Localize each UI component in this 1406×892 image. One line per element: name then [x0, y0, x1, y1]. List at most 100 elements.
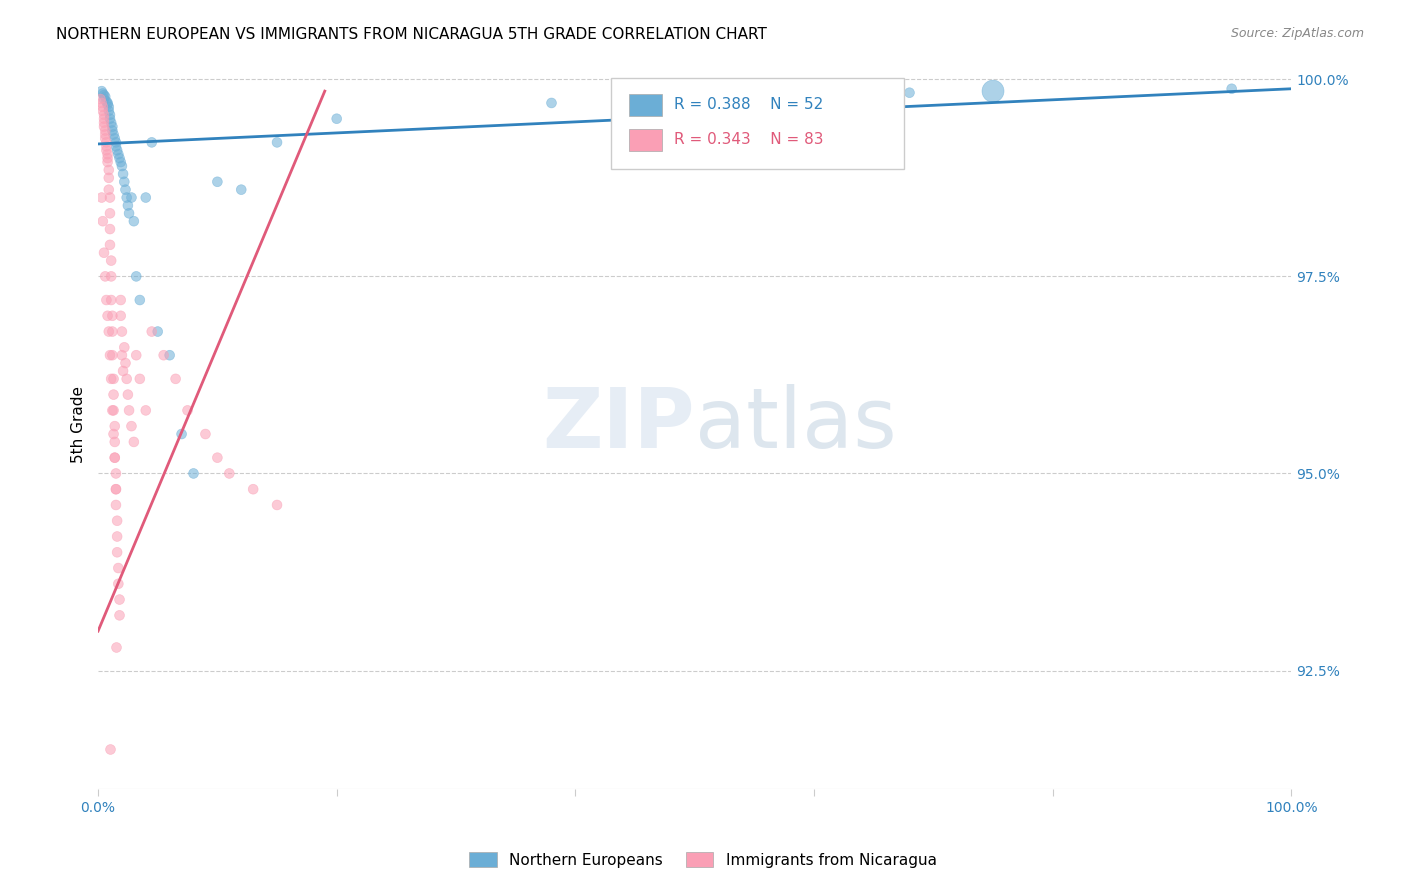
- Text: Source: ZipAtlas.com: Source: ZipAtlas.com: [1230, 27, 1364, 40]
- Point: [114, 183, 136, 197]
- Point: [135, 190, 157, 204]
- Point: [96, 136, 118, 150]
- Point: [104, 419, 127, 434]
- Point: [118, 403, 141, 417]
- Point: [97, 97, 120, 112]
- Legend: Northern Europeans, Immigrants from Nicaragua: Northern Europeans, Immigrants from Nica…: [461, 844, 945, 875]
- Point: [97, 103, 120, 118]
- Point: [94, 131, 117, 145]
- Point: [176, 403, 198, 417]
- Point: [98, 190, 121, 204]
- Point: [97, 183, 120, 197]
- Point: [104, 450, 127, 465]
- Point: [93, 88, 115, 103]
- Point: [101, 403, 124, 417]
- Text: R = 0.388    N = 52: R = 0.388 N = 52: [675, 97, 824, 112]
- Point: [112, 340, 135, 354]
- Point: [141, 136, 163, 150]
- Point: [100, 372, 122, 386]
- Point: [98, 206, 121, 220]
- Point: [827, 87, 849, 101]
- Point: [128, 372, 150, 386]
- Point: [98, 348, 121, 362]
- Point: [111, 159, 134, 173]
- Point: [98, 222, 121, 236]
- Point: [91, 214, 114, 228]
- Point: [93, 92, 115, 106]
- Point: [104, 131, 127, 145]
- Point: [94, 128, 117, 142]
- Point: [266, 498, 288, 512]
- Point: [122, 434, 145, 449]
- Point: [96, 143, 118, 157]
- Point: [94, 89, 117, 103]
- Point: [97, 325, 120, 339]
- Point: [97, 309, 120, 323]
- Point: [104, 467, 127, 481]
- Point: [135, 403, 157, 417]
- Point: [231, 183, 253, 197]
- Point: [683, 89, 706, 103]
- Point: [218, 467, 240, 481]
- Point: [97, 100, 120, 114]
- Point: [90, 84, 112, 98]
- Point: [125, 348, 148, 362]
- Point: [744, 88, 766, 103]
- Point: [100, 253, 122, 268]
- Point: [898, 86, 921, 100]
- Point: [96, 95, 118, 109]
- Point: [108, 151, 131, 165]
- Point: [120, 419, 142, 434]
- Point: [128, 293, 150, 307]
- Point: [97, 151, 120, 165]
- FancyBboxPatch shape: [628, 128, 662, 151]
- Point: [104, 450, 127, 465]
- Point: [107, 561, 129, 575]
- Point: [93, 112, 115, 126]
- Point: [540, 95, 562, 110]
- Point: [103, 403, 125, 417]
- Point: [110, 309, 132, 323]
- Text: NORTHERN EUROPEAN VS IMMIGRANTS FROM NICARAGUA 5TH GRADE CORRELATION CHART: NORTHERN EUROPEAN VS IMMIGRANTS FROM NIC…: [56, 27, 768, 42]
- Point: [104, 136, 127, 150]
- Point: [93, 116, 115, 130]
- Y-axis label: 5th Grade: 5th Grade: [72, 385, 86, 463]
- Point: [89, 92, 111, 106]
- Point: [98, 237, 121, 252]
- Point: [107, 576, 129, 591]
- Point: [105, 545, 128, 559]
- Point: [165, 372, 187, 386]
- Point: [94, 269, 117, 284]
- Point: [125, 269, 148, 284]
- Point: [96, 139, 118, 153]
- Point: [98, 112, 121, 126]
- Point: [105, 529, 128, 543]
- Point: [115, 190, 138, 204]
- Point: [97, 95, 120, 110]
- Text: atlas: atlas: [695, 384, 897, 465]
- Point: [120, 190, 142, 204]
- Text: ZIP: ZIP: [543, 384, 695, 465]
- Point: [183, 467, 205, 481]
- Point: [242, 482, 264, 496]
- Point: [104, 640, 127, 654]
- Point: [108, 608, 131, 623]
- FancyBboxPatch shape: [612, 78, 904, 169]
- Point: [104, 482, 127, 496]
- Point: [103, 427, 125, 442]
- Point: [159, 348, 181, 362]
- Point: [93, 108, 115, 122]
- Point: [101, 123, 124, 137]
- Point: [101, 120, 124, 134]
- Point: [170, 427, 193, 442]
- Point: [266, 136, 288, 150]
- Point: [146, 325, 169, 339]
- Point: [98, 742, 121, 756]
- Point: [105, 514, 128, 528]
- Point: [105, 143, 128, 157]
- Point: [1220, 82, 1243, 96]
- Point: [194, 427, 217, 442]
- Point: [110, 293, 132, 307]
- Point: [97, 147, 120, 161]
- Point: [93, 245, 115, 260]
